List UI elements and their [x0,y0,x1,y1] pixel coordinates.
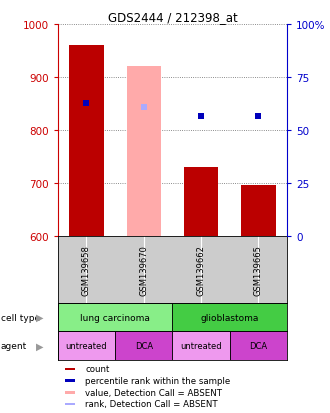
Bar [65,391,75,394]
Text: percentile rank within the sample: percentile rank within the sample [85,376,231,385]
Text: ▶: ▶ [36,341,44,351]
Text: GSM139665: GSM139665 [254,244,263,295]
Bar [65,403,75,405]
Bar [230,332,287,360]
Bar [173,332,230,360]
Text: value, Detection Call = ABSENT: value, Detection Call = ABSENT [85,388,222,397]
Text: rank, Detection Call = ABSENT: rank, Detection Call = ABSENT [85,399,218,408]
Bar [58,303,173,332]
Text: GSM139658: GSM139658 [82,244,91,295]
Bar [115,332,173,360]
Text: lung carcinoma: lung carcinoma [80,313,150,322]
Bar [184,168,218,237]
Text: count: count [85,365,110,373]
Bar [65,380,75,382]
Text: ▶: ▶ [36,312,44,322]
Bar [241,185,276,237]
Text: untreated: untreated [66,342,107,351]
Text: DCA: DCA [135,342,153,351]
Title: GDS2444 / 212398_at: GDS2444 / 212398_at [108,11,237,24]
Text: GSM139670: GSM139670 [139,244,148,295]
Text: untreated: untreated [180,342,222,351]
Bar [58,332,115,360]
Bar [173,303,287,332]
Text: glioblastoma: glioblastoma [201,313,259,322]
Text: agent: agent [1,342,27,351]
Bar [65,368,75,370]
Text: cell type: cell type [1,313,40,322]
Bar [126,67,161,237]
Text: DCA: DCA [249,342,268,351]
Text: GSM139662: GSM139662 [197,244,206,295]
Bar [69,46,104,237]
